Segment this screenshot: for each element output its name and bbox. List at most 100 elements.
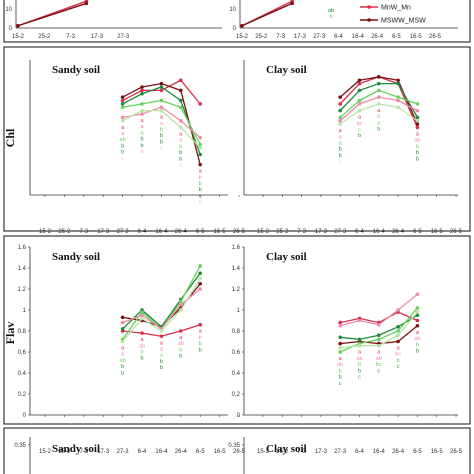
data-point [396,105,400,110]
data-point [159,88,164,93]
data-point [198,276,202,281]
significance-letter: b [199,347,202,353]
data-point [338,323,343,328]
significance-letter: a [377,350,381,356]
data-point [140,310,144,314]
significance-letter: b [416,150,419,156]
significance-letter: ab [414,336,420,342]
data-point [159,334,164,339]
significance-letter: a [358,115,362,121]
data-point [179,118,183,123]
significance-letter: b [416,156,419,162]
x-tick-label: 27-3 [117,34,130,40]
panel-title: Sandy soil [52,64,100,76]
frame-top [3,0,471,43]
axes-flav-sandy: 15-2 25-2 7-3 17-3 27-3 6-4 16-4 26-4 6-5 16-5 26-… [18,245,246,455]
significance-letter: c [377,368,380,374]
y-axis-label-flav: Flav [3,322,17,345]
x-tick-label: 26-4 [392,229,405,235]
data-point [179,308,183,312]
x-tick-label: 17-3 [315,449,328,455]
significance-letter: b [358,133,361,139]
data-point [179,329,183,333]
significance-letter: b [140,137,143,143]
data-point [159,329,164,333]
significance-letter: a [199,329,203,335]
significance-letter: a [179,132,183,138]
significance-letter: b [416,144,419,150]
y-tick-label: 1.6 [18,245,27,251]
significance-letter: a [140,124,144,130]
significance-letter: b [416,342,419,348]
data-point [120,118,125,123]
significance-letter: b [358,368,361,374]
y-tick-label: 0.2 [232,392,241,398]
significance-letter: b [179,347,182,353]
data-point [396,329,400,333]
significance-letter: a [121,346,125,352]
significance-letter: b [179,150,182,156]
significance-letter: a [160,346,164,352]
significance-letter: b [339,375,342,381]
data-point [120,115,125,120]
y-tick-label: 0.8 [232,329,241,335]
axes-chl-clay: 15-2 25-2 7-3 17-3 27-3 6-4 16-4 26-4 6-5 16-5 26-… [243,60,463,235]
y-tick-label: 0.6 [18,350,27,356]
panel-title: Clay soil [266,251,307,263]
x-tick-label: 25-2 [58,449,71,455]
x-tick-label: 15-2 [236,34,249,40]
axes-bottom-clay: 0.350.30Clay soil [228,437,307,474]
significance-letter: b [199,187,202,193]
significance-letter: a [140,130,144,136]
significance-letter: a [140,337,144,343]
data-point [338,335,343,340]
x-tick-label: 26-4 [175,449,188,455]
data-point [140,108,144,113]
panel-title: Clay soil [266,64,307,76]
significance-letter: b [416,348,419,354]
x-tick-label: 25-2 [276,449,289,455]
axes-flav-clay: 15-2 25-2 7-3 17-3 27-3 6-4 16-4 26-4 6-5 16-5 26-… [232,245,463,455]
data-point [140,313,144,318]
data-point [415,318,420,323]
significance-letter: b [339,153,342,159]
data-point [198,135,202,140]
y-tick-label: 1.4 [18,266,27,272]
data-point [357,318,362,323]
significance-letter: c [121,156,124,162]
data-point [357,98,362,103]
y-tick-label: 10 [229,7,236,13]
significance-letter: b [160,139,163,145]
data-point [377,88,381,93]
x-tick-label: 6-5 [392,34,401,40]
data-point [198,142,202,147]
data-point [140,331,144,335]
data-point [159,105,164,110]
data-point [198,162,202,167]
significance-letter: a [416,132,420,138]
y-tick-label: 1 [23,308,27,314]
data-point [179,302,183,307]
data-point [415,310,420,314]
x-tick-label: 15-2 [12,34,25,40]
significance-letter: b [140,143,143,149]
significance-letter: a [416,330,420,336]
significance-letter: ab [376,356,382,362]
significance-letter: b [160,133,163,139]
x-tick-label: 26-5 [233,229,246,235]
axes-top-right: 15-2 25-2 7-3 17-3 27-3 6-4 16-4 26-4 6-5 16-5 26-… [229,0,458,40]
legend-marker [367,5,371,9]
data-point [377,102,381,106]
y-tick-label: 0.4 [18,371,27,377]
legend-label: MnW_Mn [381,5,411,12]
data-point [16,23,20,28]
data-point [120,105,125,110]
y-tick-label: 0.35 [14,443,26,449]
data-point [415,125,420,130]
significance-letter: a [339,128,343,134]
x-tick-label: 17-3 [294,34,307,40]
y-tick-label: 0.35 [228,443,240,449]
x-tick-label: 7-3 [79,229,88,235]
x-tick-label: 16-5 [431,449,444,455]
frame-bottom [3,427,471,474]
